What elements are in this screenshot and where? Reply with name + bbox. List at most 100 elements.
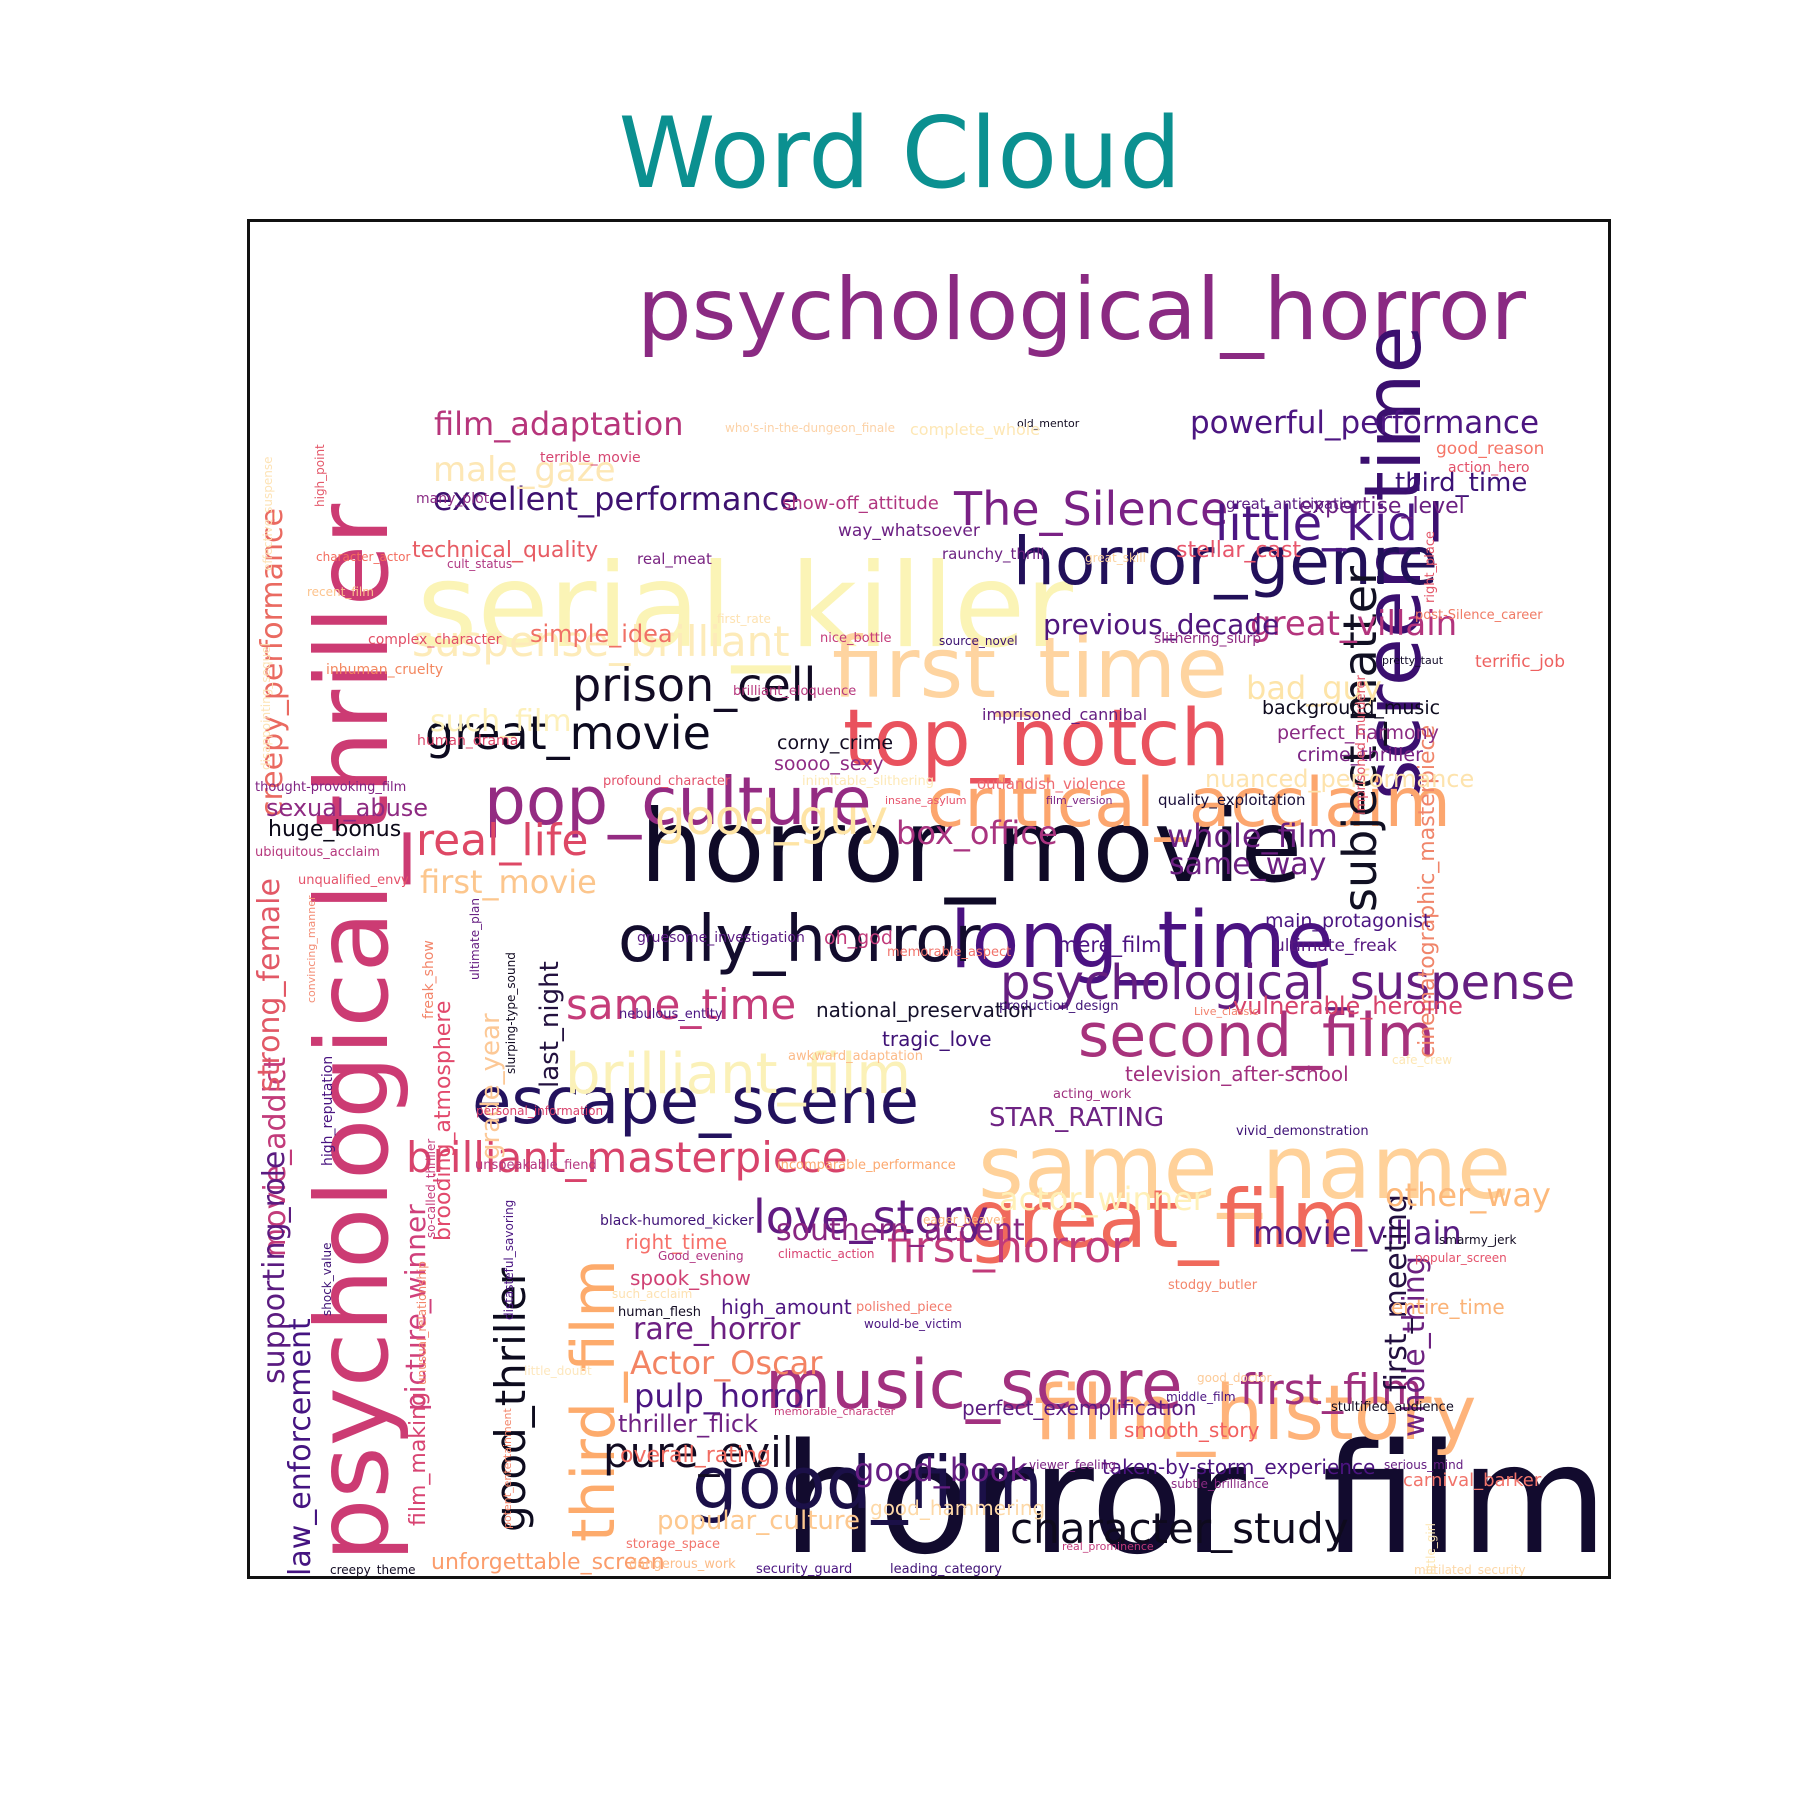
word-smarmy-jerk: smarmy_jerk (1439, 1233, 1517, 1247)
word-distasteful-savoring: distasteful_savoring (502, 1199, 516, 1320)
word-nebulous-entity: nebulous_entity (619, 1007, 723, 1022)
word-way-whatsoever: way_whatsoever (838, 521, 980, 541)
word-top-notch: top_notch (843, 694, 1230, 784)
word-great-film: great_film (967, 1173, 1370, 1266)
word-production-design: production_design (999, 999, 1119, 1014)
word-inhuman-cruelty: inhuman_cruelty (326, 662, 444, 678)
word-only-horror: only_horror (618, 903, 981, 977)
word-southern-accent: southern_accent (776, 1213, 1025, 1248)
word-nuanced-performance: nuanced_performance (1205, 765, 1475, 793)
word-good-guy: good_guy (655, 790, 888, 846)
word-effective-suspense: effective_suspense (261, 456, 275, 571)
word-vivid-demonstration: vivid_demonstration (1236, 1124, 1369, 1139)
word-good-doctor: good_doctor (1197, 1371, 1272, 1385)
word-thought-provoking-film: thought-provoking_film (255, 780, 407, 795)
word-post-silence-career: post-Silence_career (1415, 608, 1543, 623)
word-terrific-job: terrific_job (1475, 652, 1565, 672)
word-same-time: same_time (566, 980, 797, 1029)
word-black-humored-kicker: black-humored_kicker (600, 1213, 754, 1229)
word-huge-bonus: huge_bonus (268, 817, 402, 842)
word-first-horror: first_horror (887, 1222, 1130, 1273)
word-character-study: character_study (1010, 1504, 1349, 1553)
word-pulp-horror: pulp_horror (634, 1377, 818, 1415)
word-slithering-slurp: slithering_slurp (1154, 631, 1262, 647)
word-imprisoned-cannibal: imprisoned_cannibal (982, 705, 1148, 724)
word-first-meeting: first_meeting (1379, 1194, 1414, 1392)
word-main-protagonist: main_protagonist (1265, 910, 1431, 932)
word-horror-movie: horror_movie (640, 788, 1303, 905)
word-little-girl: little_girl (1424, 1522, 1438, 1575)
word-such-acclaim: such_acclaim (612, 1287, 693, 1301)
word-horror-film: horror_film (782, 1411, 1608, 1579)
word-stodgy-butler: stodgy_butler (1168, 1278, 1258, 1293)
word-crime-thriller: crime_thriller (1297, 744, 1423, 766)
word-freak-show: freak_show (421, 940, 437, 1019)
word-ultimate-freak: ultimate_freak (1274, 936, 1397, 956)
word-film-history: film_history (1034, 1368, 1477, 1457)
word-convincing-manner: convincing_manner (305, 895, 318, 1003)
word-previous-decade: previous_decade (1043, 608, 1280, 641)
word-same-name: same_name (978, 1116, 1512, 1219)
word-real-life: real_life (416, 815, 589, 866)
word-movie-villain: movie_villain (1253, 1214, 1462, 1252)
word-film-making: film_making (406, 1391, 431, 1526)
word-memorable-character: memorable_character (774, 1405, 896, 1418)
word-complex-character: complex_character (368, 632, 502, 648)
word-third-time: third_time (1395, 468, 1528, 498)
word-good-reason: good_reason (1436, 439, 1545, 459)
word-actor-oscar: Actor_Oscar (630, 1344, 823, 1382)
word-who-s-in-the-dungeon-finale: who's-in-the-dungeon_finale (725, 421, 895, 435)
word-serial-killer: serial_killer (417, 539, 1073, 674)
word-high-amount: high_amount (721, 1295, 852, 1319)
word-long-time: long_time (950, 896, 1334, 986)
word-thriller-flick: thriller_flick (618, 1410, 759, 1438)
word-same-way: same_way (1169, 847, 1327, 882)
word-real-prominence: real_prominence (1062, 1540, 1154, 1553)
word-leading-category: leading_category (890, 1562, 1002, 1577)
word-memorable-aspect: memorable_aspect (887, 945, 1012, 960)
word-first-time: first_time (832, 619, 1228, 717)
word-stellar-cast: stellar_cast (1176, 538, 1302, 563)
word-old-mentor: old_mentor (1017, 417, 1080, 430)
word-box-office: box_office (896, 814, 1058, 852)
word-oh-god: oh_god (824, 927, 893, 949)
word-entire-time: entire_time (1391, 1295, 1505, 1319)
word-ubiquitous-acclaim: ubiquitous_acclaim (255, 845, 380, 860)
word-prison-cell: prison_cell (572, 658, 817, 712)
word-imprisoned-murderer: imprisoned_murderer (1354, 675, 1369, 815)
word-pretty-taut: pretty_taut (1382, 654, 1444, 667)
word-subtle-brilliance: subtle_brilliance (1171, 1477, 1269, 1491)
word-strong-female: strong_female (252, 878, 287, 1092)
word-rare-horror: rare_horror (633, 1312, 801, 1347)
word-human-drama: human_drama (417, 733, 519, 749)
word-potent-entertainment: potent_entertainment (501, 1408, 514, 1529)
word-national-preservation: national_preservation (816, 998, 1034, 1022)
word-security-guard: security_guard (756, 1562, 853, 1577)
chart-title: Word Cloud (618, 97, 1182, 211)
word-pure-evil: pure_evil (603, 1428, 794, 1477)
word-pop-culture: pop_culture (484, 763, 872, 840)
word-quality-exploitation: quality_exploitation (1158, 791, 1306, 809)
word-real-meat: real_meat (637, 550, 712, 568)
word-background-music: background_music (1262, 697, 1441, 719)
word-star-rating: STAR_RATING (989, 1103, 1165, 1133)
word-polished-piece: polished_piece (856, 1300, 953, 1315)
word-such-film: such_film (430, 704, 572, 739)
word-smooth-story: smooth_story (1124, 1418, 1260, 1442)
word-great-movie: great_movie (425, 706, 711, 760)
word-viewer-feeling: viewer_feeling (1029, 1458, 1116, 1472)
word-character-actor: character_actor (316, 550, 411, 564)
word-taken-by-storm-experience: taken-by-storm_experience (1102, 1455, 1376, 1479)
word-source-novel: source_novel (939, 634, 1018, 648)
word-simple-idea: simple_idea (530, 620, 673, 648)
word-good-book: good_book (854, 1451, 1028, 1489)
word-psychological-horror: psychological_horror (637, 260, 1526, 360)
word-excellent-performance: excellent_performance (433, 480, 800, 518)
word-law-enforcement: law_enforcement (283, 1318, 318, 1576)
word-cult-status: cult_status (447, 557, 513, 571)
word-live-classic: Live_classic (1194, 1005, 1259, 1018)
word-recent-film: recent_film (307, 585, 374, 599)
word-great-villain: great_villain (1250, 604, 1458, 644)
word-first-movie: first_movie (420, 863, 597, 901)
word-corny-crime: corny_crime (777, 732, 894, 754)
